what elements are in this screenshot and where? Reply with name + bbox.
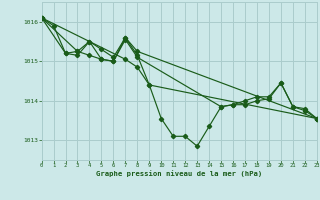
X-axis label: Graphe pression niveau de la mer (hPa): Graphe pression niveau de la mer (hPa) <box>96 170 262 177</box>
